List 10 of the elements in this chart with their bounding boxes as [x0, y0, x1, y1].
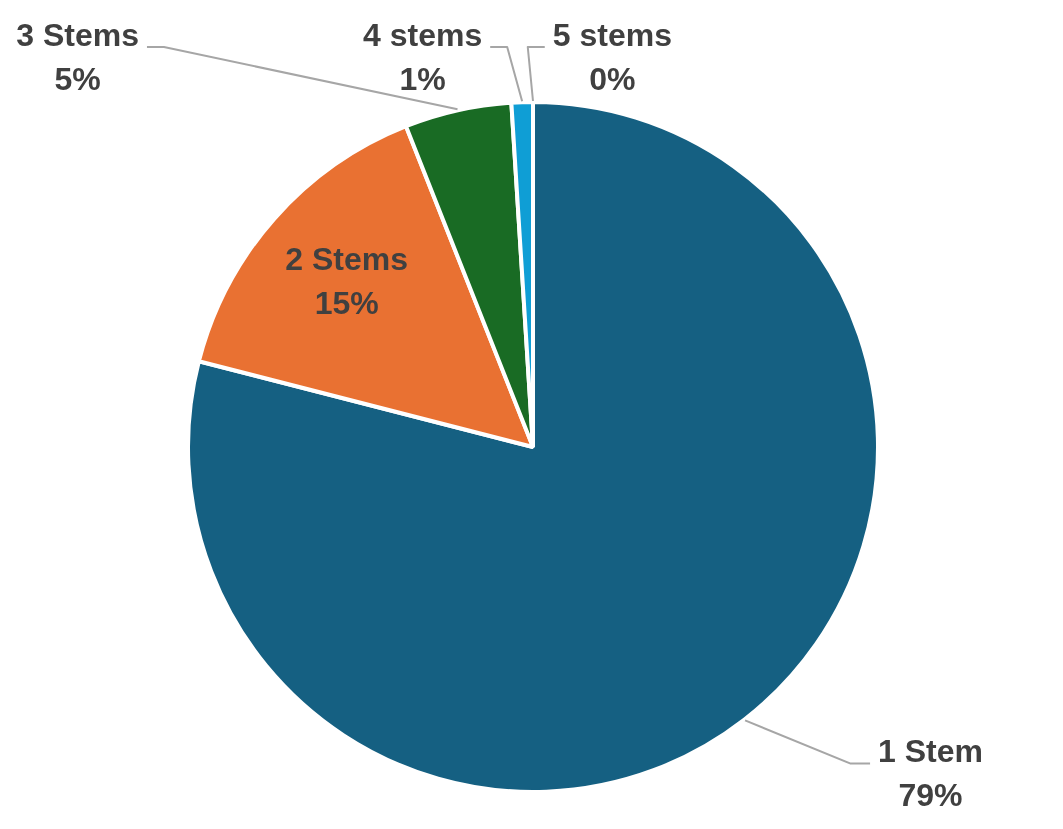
data-label: 79% [898, 777, 963, 814]
text: 0% [589, 60, 636, 97]
slice-label: 1 Stem [878, 733, 983, 770]
slice-label: 3 Stems [16, 16, 139, 53]
data-label: 5% [54, 60, 101, 97]
category-label: 5 stems [552, 16, 672, 53]
data-label: 15% [314, 284, 379, 321]
data-label: 1% [399, 60, 446, 97]
slice-label: 2 Stems [285, 240, 409, 277]
slice-label: 4 stems [363, 16, 483, 53]
